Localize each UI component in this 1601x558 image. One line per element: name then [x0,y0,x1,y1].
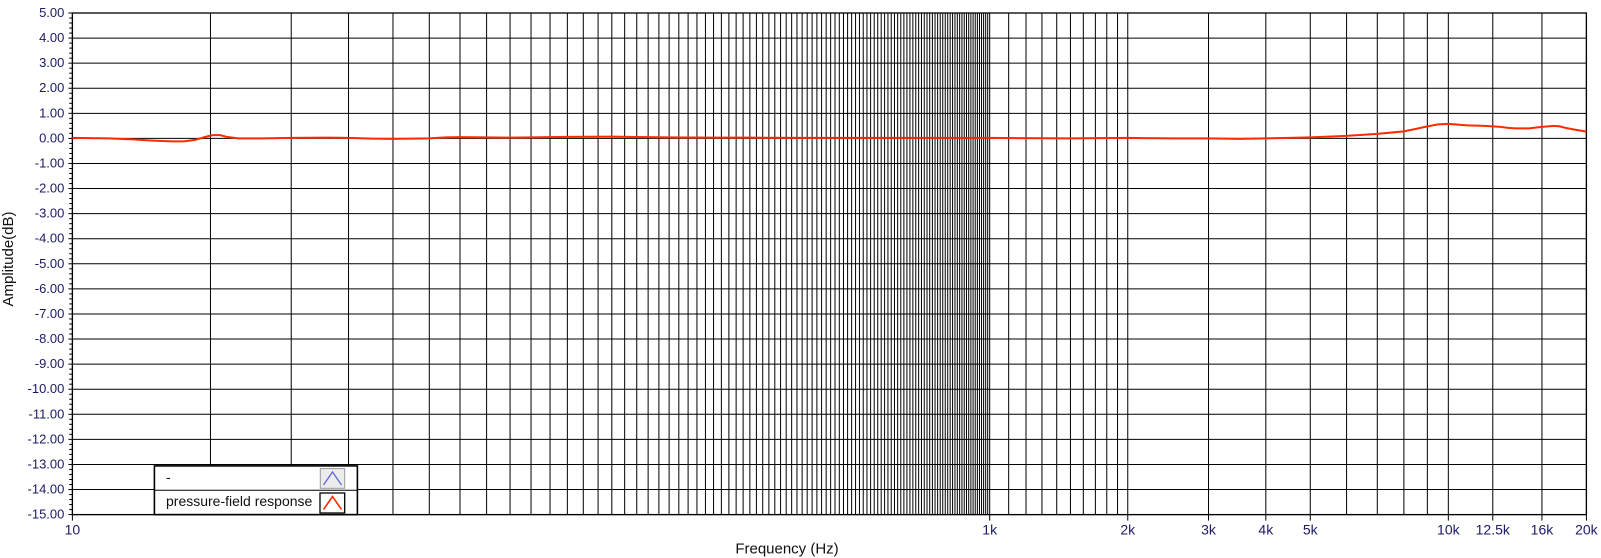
svg-text:-2.00: -2.00 [35,181,65,196]
svg-text:Frequency (Hz): Frequency (Hz) [735,541,838,558]
svg-text:-4.00: -4.00 [35,231,65,246]
svg-text:5k: 5k [1303,522,1319,538]
svg-text:4k: 4k [1258,522,1274,538]
svg-text:-14.00: -14.00 [28,482,65,497]
svg-text:2.00: 2.00 [39,80,64,95]
svg-text:-3.00: -3.00 [35,206,65,221]
svg-text:-7.00: -7.00 [35,306,65,321]
svg-text:1k: 1k [982,522,998,538]
svg-text:pressure-field response: pressure-field response [166,493,313,509]
svg-text:-8.00: -8.00 [35,331,65,346]
svg-text:5.00: 5.00 [39,5,64,20]
svg-text:-5.00: -5.00 [35,256,65,271]
svg-text:-1.00: -1.00 [35,155,65,170]
svg-text:20k: 20k [1575,522,1599,538]
svg-text:3k: 3k [1201,522,1217,538]
svg-text:-9.00: -9.00 [35,356,65,371]
svg-text:-11.00: -11.00 [28,406,64,421]
svg-text:0.00: 0.00 [39,130,64,145]
svg-text:-15.00: -15.00 [28,507,65,522]
svg-text:-6.00: -6.00 [35,281,65,296]
svg-text:2k: 2k [1120,522,1136,538]
svg-text:-10.00: -10.00 [28,381,65,396]
svg-text:12.5k: 12.5k [1476,522,1511,538]
svg-text:16k: 16k [1531,522,1555,538]
svg-text:4.00: 4.00 [39,30,64,45]
svg-text:-12.00: -12.00 [28,431,65,446]
svg-text:Amplitude(dB): Amplitude(dB) [0,211,17,306]
svg-text:10: 10 [65,522,81,538]
svg-text:-: - [166,469,171,485]
svg-text:3.00: 3.00 [39,55,64,70]
svg-text:-13.00: -13.00 [28,456,65,471]
svg-text:1.00: 1.00 [39,105,64,120]
svg-text:10k: 10k [1437,522,1461,538]
